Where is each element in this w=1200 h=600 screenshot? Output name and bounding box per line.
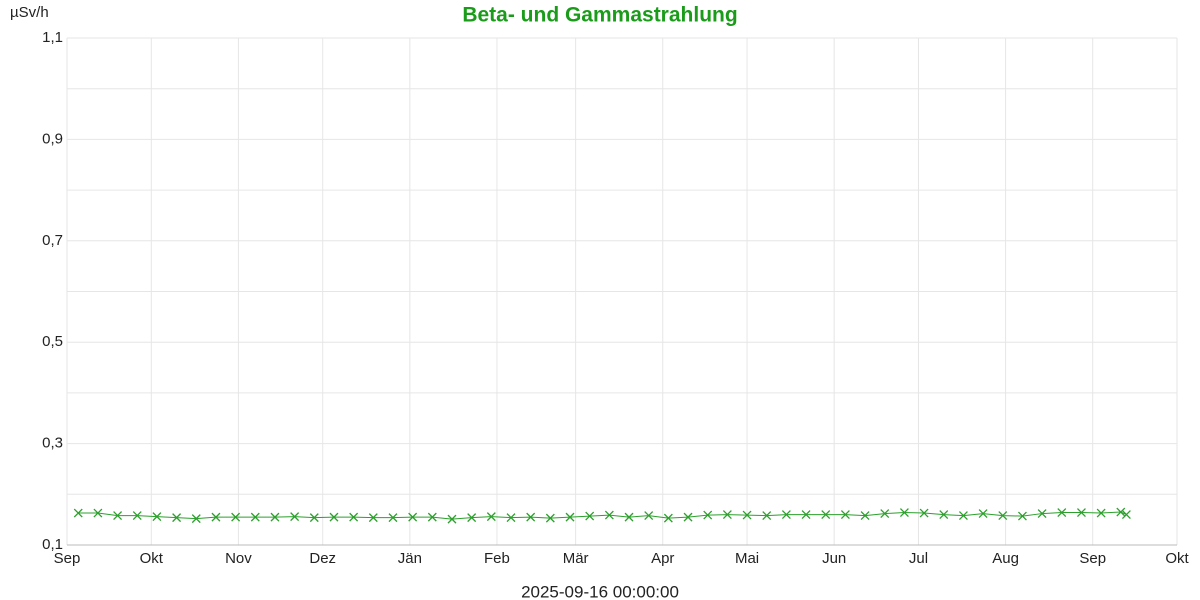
marker <box>919 508 929 518</box>
marker <box>368 513 378 523</box>
marker <box>683 512 693 522</box>
marker <box>290 512 300 522</box>
marker <box>191 514 201 524</box>
marker <box>408 512 418 522</box>
marker <box>211 512 221 522</box>
marker <box>1037 509 1047 519</box>
x-tick-label: Apr <box>651 550 674 567</box>
marker <box>958 511 968 521</box>
marker <box>309 513 319 523</box>
y-tick-label: 1,1 <box>42 29 63 46</box>
marker <box>447 514 457 524</box>
marker <box>880 509 890 519</box>
marker <box>742 510 752 520</box>
marker <box>801 510 811 520</box>
marker <box>172 513 182 523</box>
marker <box>152 512 162 522</box>
x-tick-label: Jul <box>909 550 928 567</box>
marker <box>604 510 614 520</box>
marker <box>1017 511 1027 521</box>
marker <box>624 512 634 522</box>
marker <box>1121 510 1131 520</box>
x-tick-label: Dez <box>309 550 336 567</box>
marker <box>762 511 772 521</box>
marker <box>467 513 477 523</box>
x-tick-label: Jän <box>398 550 422 567</box>
marker <box>978 509 988 519</box>
y-tick-label: 0,5 <box>42 333 63 350</box>
x-tick-label: Nov <box>225 550 252 567</box>
marker <box>132 511 142 521</box>
x-tick-label: Mär <box>563 550 589 567</box>
marker <box>73 508 83 518</box>
marker <box>526 512 536 522</box>
marker <box>486 512 496 522</box>
x-tick-label: Okt <box>140 550 164 567</box>
marker <box>250 512 260 522</box>
y-tick-label: 0,9 <box>42 130 63 147</box>
marker <box>231 512 241 522</box>
y-axis-label: µSv/h <box>10 4 49 21</box>
marker <box>703 510 713 520</box>
marker <box>585 511 595 521</box>
x-axis-label: 2025-09-16 00:00:00 <box>521 582 679 600</box>
marker <box>644 511 654 521</box>
x-tick-label: Jun <box>822 550 846 567</box>
marker <box>388 513 398 523</box>
marker <box>998 511 1008 521</box>
x-tick-label: Okt <box>1165 550 1189 567</box>
marker <box>821 510 831 520</box>
x-tick-label: Feb <box>484 550 510 567</box>
marker <box>545 513 555 523</box>
marker <box>93 508 103 518</box>
chart-title: Beta- und Gammastrahlung <box>462 4 737 27</box>
marker <box>1057 508 1067 518</box>
marker <box>113 511 123 521</box>
x-tick-label: Sep <box>54 550 81 567</box>
marker <box>329 512 339 522</box>
marker <box>722 510 732 520</box>
x-tick-label: Mai <box>735 550 759 567</box>
marker <box>565 512 575 522</box>
marker <box>270 512 280 522</box>
marker <box>939 510 949 520</box>
marker <box>506 513 516 523</box>
marker <box>427 512 437 522</box>
marker <box>781 510 791 520</box>
marker <box>1116 507 1126 517</box>
marker <box>1077 508 1086 518</box>
y-tick-label: 0,3 <box>42 435 63 452</box>
marker <box>1096 508 1106 518</box>
y-tick-label: 0,7 <box>42 232 63 249</box>
marker <box>349 512 359 522</box>
marker <box>899 508 909 518</box>
x-tick-label: Sep <box>1079 550 1106 567</box>
marker <box>663 513 673 523</box>
y-tick-label: 0,1 <box>42 536 63 553</box>
x-tick-label: Aug <box>992 550 1019 567</box>
marker <box>860 511 870 521</box>
marker <box>840 510 850 520</box>
